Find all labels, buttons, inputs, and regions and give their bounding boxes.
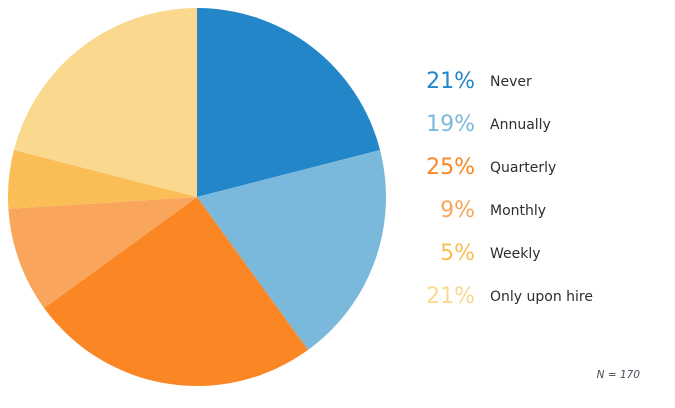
- pie-slice-quarterly: [44, 197, 309, 386]
- legend-item-annually: 19% Annually: [423, 103, 593, 146]
- legend-value: 21%: [426, 283, 475, 309]
- legend-label: Weekly: [490, 245, 541, 262]
- legend-label: Annually: [490, 116, 551, 133]
- legend-item-never: 21% Never: [423, 60, 593, 103]
- legend-item-weekly: 5% Weekly: [423, 232, 593, 275]
- legend-label: Quarterly: [490, 159, 557, 176]
- legend-label: Never: [490, 73, 532, 90]
- pie-slice-only-upon-hire: [13, 8, 198, 197]
- pie-slice-annually: [197, 149, 386, 350]
- legend-value: 19%: [426, 111, 475, 137]
- legend-value: 5%: [440, 240, 475, 266]
- legend-value: 9%: [440, 197, 475, 223]
- pie-slice-weekly: [8, 149, 198, 209]
- pie-chart: [8, 8, 386, 386]
- legend-value: 25%: [426, 154, 475, 180]
- legend-label: Only upon hire: [490, 288, 593, 305]
- legend-item-quarterly: 25% Quarterly: [423, 146, 593, 189]
- sample-size-note: N = 170: [596, 369, 640, 381]
- chart-legend: 21% Never 19% Annually 25% Quarterly 9% Monthly…: [423, 60, 593, 318]
- legend-value: 21%: [426, 68, 475, 94]
- pie-slice-monthly: [8, 197, 197, 309]
- legend-label: Monthly: [490, 202, 547, 219]
- legend-item-monthly: 9% Monthly: [423, 189, 593, 232]
- pie-slice-never: [197, 8, 381, 197]
- legend-item-only-upon-hire: 21% Only upon hire: [423, 275, 593, 318]
